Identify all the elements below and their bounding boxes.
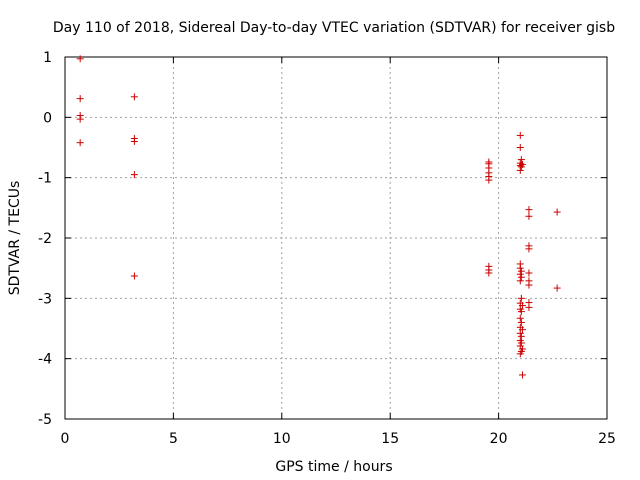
y-tick-label: -5 <box>38 412 52 428</box>
data-point <box>130 272 138 280</box>
data-point <box>516 270 524 278</box>
data-point <box>517 308 525 316</box>
x-tick-label: 25 <box>598 431 616 447</box>
data-point <box>516 329 524 337</box>
data-point <box>516 144 524 151</box>
data-point <box>130 137 138 145</box>
data-point <box>518 371 526 379</box>
data-point <box>525 269 533 277</box>
chart-title: Day 110 of 2018, Sidereal Day-to-day VTE… <box>53 20 615 36</box>
x-tick-label: 15 <box>381 431 399 447</box>
data-points <box>76 55 561 379</box>
x-tick-label: 0 <box>61 431 70 447</box>
x-tick-label: 10 <box>273 431 291 447</box>
data-point <box>130 93 138 101</box>
data-point <box>518 326 526 334</box>
data-point <box>76 115 84 123</box>
x-axis-label: GPS time / hours <box>275 459 392 475</box>
data-point <box>517 332 525 340</box>
data-point <box>516 166 524 174</box>
data-point <box>485 269 493 277</box>
data-point <box>525 281 533 289</box>
data-point <box>130 171 138 179</box>
y-tick-label: -3 <box>38 291 52 307</box>
data-point <box>516 277 524 285</box>
y-tick-label: -4 <box>38 352 52 368</box>
data-point <box>517 294 525 302</box>
x-tick-label: 5 <box>169 431 178 447</box>
y-tick-label: 0 <box>43 110 52 126</box>
data-point <box>76 95 84 103</box>
data-point <box>516 350 524 358</box>
data-point <box>517 156 525 164</box>
y-tick-label: -2 <box>38 231 52 247</box>
data-point <box>525 245 533 253</box>
data-point <box>516 131 524 139</box>
data-point <box>76 139 84 147</box>
data-point <box>485 176 493 184</box>
data-point <box>553 284 561 292</box>
data-point <box>517 318 525 326</box>
grid <box>65 57 607 419</box>
axis-ticks: 0 5 10 15 20 25 -5 -4 -3 -2 -1 0 1 <box>38 50 616 447</box>
data-point <box>76 55 84 63</box>
data-point <box>518 302 526 310</box>
y-axis-label: SDTVAR / TECUs <box>7 181 23 296</box>
data-point <box>553 208 561 216</box>
data-point <box>516 314 524 322</box>
data-point <box>525 303 533 311</box>
y-tick-label: 1 <box>43 50 52 66</box>
data-point <box>517 273 525 281</box>
data-point <box>517 267 525 275</box>
data-point <box>525 206 533 214</box>
data-point <box>517 339 525 347</box>
x-tick-label: 20 <box>490 431 508 447</box>
data-point <box>517 163 525 171</box>
data-point <box>525 212 533 220</box>
y-tick-label: -1 <box>38 171 52 187</box>
data-point <box>516 264 524 272</box>
